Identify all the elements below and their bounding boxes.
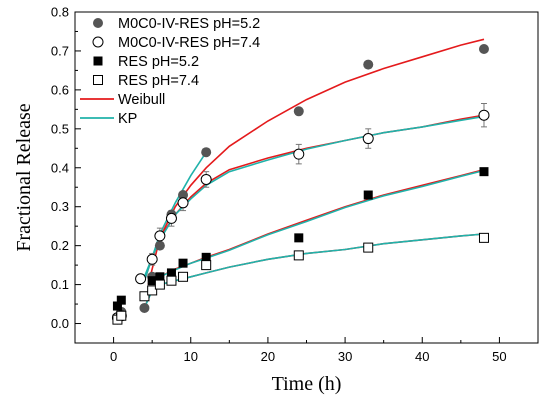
data-point (147, 276, 157, 286)
data-point (155, 272, 165, 282)
y-tick-label: 0.8 (51, 5, 69, 20)
y-tick-label: 0.2 (51, 238, 69, 253)
legend-label: KP (118, 111, 137, 127)
fit-curve-line (143, 114, 485, 281)
data-point (177, 197, 189, 209)
y-tick-label: 0.1 (51, 277, 69, 292)
data-point (201, 260, 212, 271)
x-tick-label: 0 (110, 349, 117, 364)
data-point (147, 285, 158, 296)
data-point (112, 301, 122, 311)
data-point (166, 268, 176, 278)
fit-curve-line (143, 233, 485, 309)
x-tick-label: 50 (492, 349, 506, 364)
fit-curve-line (147, 38, 485, 285)
data-point (154, 240, 165, 251)
data-point (201, 147, 212, 158)
x-axis-title: Time (h) (272, 373, 342, 395)
data-point (154, 279, 165, 290)
fit-curve-line (143, 115, 485, 281)
data-point (116, 295, 126, 305)
x-tick-label: 40 (415, 349, 429, 364)
data-point (92, 36, 104, 48)
data-point (166, 275, 177, 286)
data-point (293, 106, 304, 117)
data-point (139, 291, 150, 302)
data-point (479, 167, 489, 177)
legend-label: RES pH=5.2 (118, 54, 199, 70)
data-point (363, 190, 373, 200)
y-tick-label: 0.7 (51, 43, 69, 58)
legend-label: RES pH=7.4 (118, 73, 199, 89)
data-point (200, 173, 212, 185)
data-point (165, 212, 177, 224)
legend-label: M0C0-IV-RES pH=7.4 (118, 35, 260, 51)
data-point (93, 56, 103, 66)
data-point (93, 75, 103, 85)
data-point (293, 148, 305, 160)
tick-labels: 0 10 20 30 40 50 0.0 0.1 0.2 0.3 0.4 0.5 0.6 0.7 0.8 (51, 5, 507, 365)
data-point (139, 302, 150, 313)
legend-label: Weibull (118, 92, 165, 108)
data-points (111, 43, 490, 325)
data-point (178, 190, 189, 201)
data-point (478, 43, 489, 54)
data-point (178, 258, 188, 268)
data-point (135, 273, 147, 285)
y-tick-label: 0.0 (51, 316, 69, 331)
x-tick-label: 10 (184, 349, 198, 364)
x-tick-label: 20 (261, 349, 275, 364)
data-point (478, 109, 490, 121)
data-point (294, 233, 304, 243)
y-axis-title: Fractional Release (13, 103, 35, 251)
data-point (478, 232, 489, 243)
data-point (201, 252, 211, 262)
data-point (293, 250, 304, 261)
axis-ticks (74, 11, 539, 343)
data-point (363, 59, 374, 70)
data-point (154, 230, 166, 242)
data-point (116, 310, 127, 321)
data-point (362, 133, 374, 145)
y-tick-label: 0.4 (51, 160, 69, 175)
y-tick-label: 0.6 (51, 82, 69, 97)
fit-curve-line (143, 233, 485, 309)
data-point (178, 271, 189, 282)
data-point (363, 242, 374, 253)
y-tick-label: 0.3 (51, 199, 69, 214)
data-point (146, 253, 158, 265)
legend: M0C0-IV-RES pH=5.2 M0C0-IV-RES pH=7.4 RES … (80, 16, 260, 127)
y-tick-label: 0.5 (51, 121, 69, 136)
legend-label: M0C0-IV-RES pH=5.2 (118, 16, 260, 32)
data-point (93, 18, 103, 28)
x-tick-label: 30 (338, 349, 352, 364)
